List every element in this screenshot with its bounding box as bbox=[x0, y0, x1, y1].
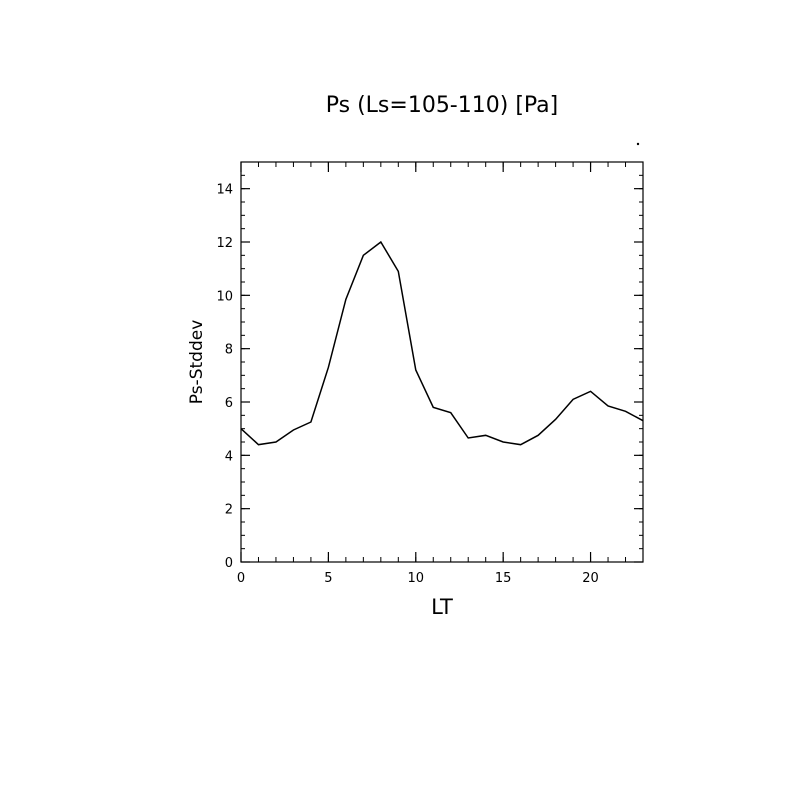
x-tick-label: 5 bbox=[324, 571, 332, 586]
y-tick-label: 0 bbox=[225, 556, 233, 571]
y-tick-label: 10 bbox=[216, 289, 233, 304]
y-tick-label: 4 bbox=[225, 449, 233, 464]
plot-frame bbox=[240, 161, 644, 563]
x-tick-label: 15 bbox=[495, 571, 512, 586]
corner-dot bbox=[636, 142, 640, 146]
y-axis: 0 2 4 6 8 10 12 14 bbox=[216, 183, 643, 571]
x-axis: 0 5 10 15 20 bbox=[237, 162, 599, 586]
x-axis-label: LT bbox=[431, 595, 453, 619]
data-points bbox=[241, 242, 643, 445]
x-tick-label: 10 bbox=[408, 571, 425, 586]
chart-title: Ps (Ls=105-110) [Pa] bbox=[326, 93, 559, 118]
y-tick-label: 12 bbox=[216, 236, 233, 251]
minor-ticks bbox=[240, 161, 644, 563]
y-axis-label: Ps-Stddev bbox=[187, 320, 207, 405]
y-tick-label: 8 bbox=[225, 343, 233, 358]
x-tick-label: 0 bbox=[237, 571, 245, 586]
series-line bbox=[240, 240, 644, 446]
y-tick-label: 14 bbox=[216, 183, 233, 198]
y-tick-label: 2 bbox=[225, 503, 233, 518]
x-tick-label: 20 bbox=[582, 571, 599, 586]
y-tick-label: 6 bbox=[225, 396, 233, 411]
